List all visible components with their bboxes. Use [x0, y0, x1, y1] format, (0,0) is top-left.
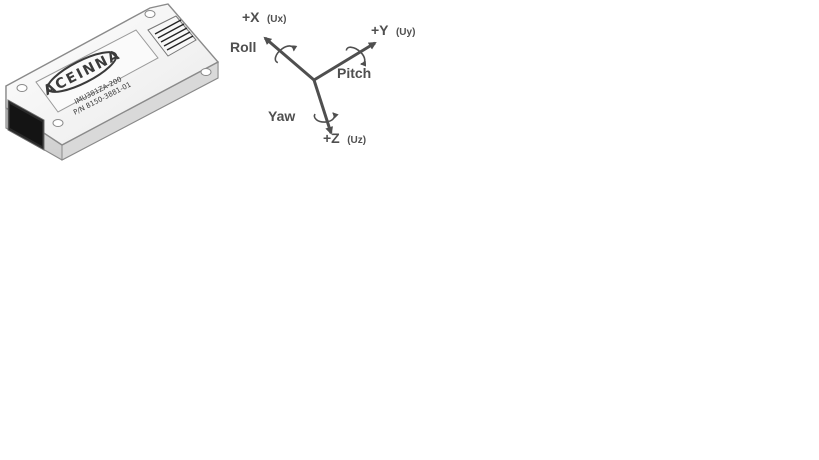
x-axis-unit: (Ux) [267, 14, 286, 25]
imu-device: ACEINNA IMU381ZA-200 P/N 8150-3881-01 [5, 3, 220, 161]
z-axis-label: +Z (Uz) [323, 130, 366, 147]
roll-label: Roll [230, 39, 256, 55]
device-rear-connector [147, 15, 197, 57]
x-axis-label: +X (Ux) [242, 9, 286, 26]
mounting-hole [52, 119, 64, 127]
y-axis-arrow [313, 41, 377, 82]
mounting-hole [200, 68, 212, 76]
mounting-hole [144, 10, 156, 18]
y-axis-name: +Y [371, 22, 389, 38]
z-axis-unit: (Uz) [347, 135, 366, 146]
x-axis-name: +X [242, 9, 260, 25]
pitch-label: Pitch [337, 65, 371, 81]
yaw-rotation-icon [313, 112, 339, 123]
z-axis-arrow [312, 79, 333, 135]
pitch-rotation-icon [345, 46, 367, 67]
mounting-hole [16, 84, 28, 92]
device-label-plate [35, 29, 159, 113]
x-axis-arrow [263, 36, 315, 82]
axes-diagram: +X (Ux) +Y (Uy) +Z (Uz) Roll Pitch Yaw [230, 9, 415, 147]
yaw-label: Yaw [268, 108, 295, 124]
y-axis-label: +Y (Uy) [371, 22, 415, 39]
device-logo-ring [46, 51, 118, 93]
y-axis-unit: (Uy) [396, 27, 415, 38]
roll-rotation-icon [274, 45, 298, 64]
z-axis-name: +Z [323, 130, 340, 146]
